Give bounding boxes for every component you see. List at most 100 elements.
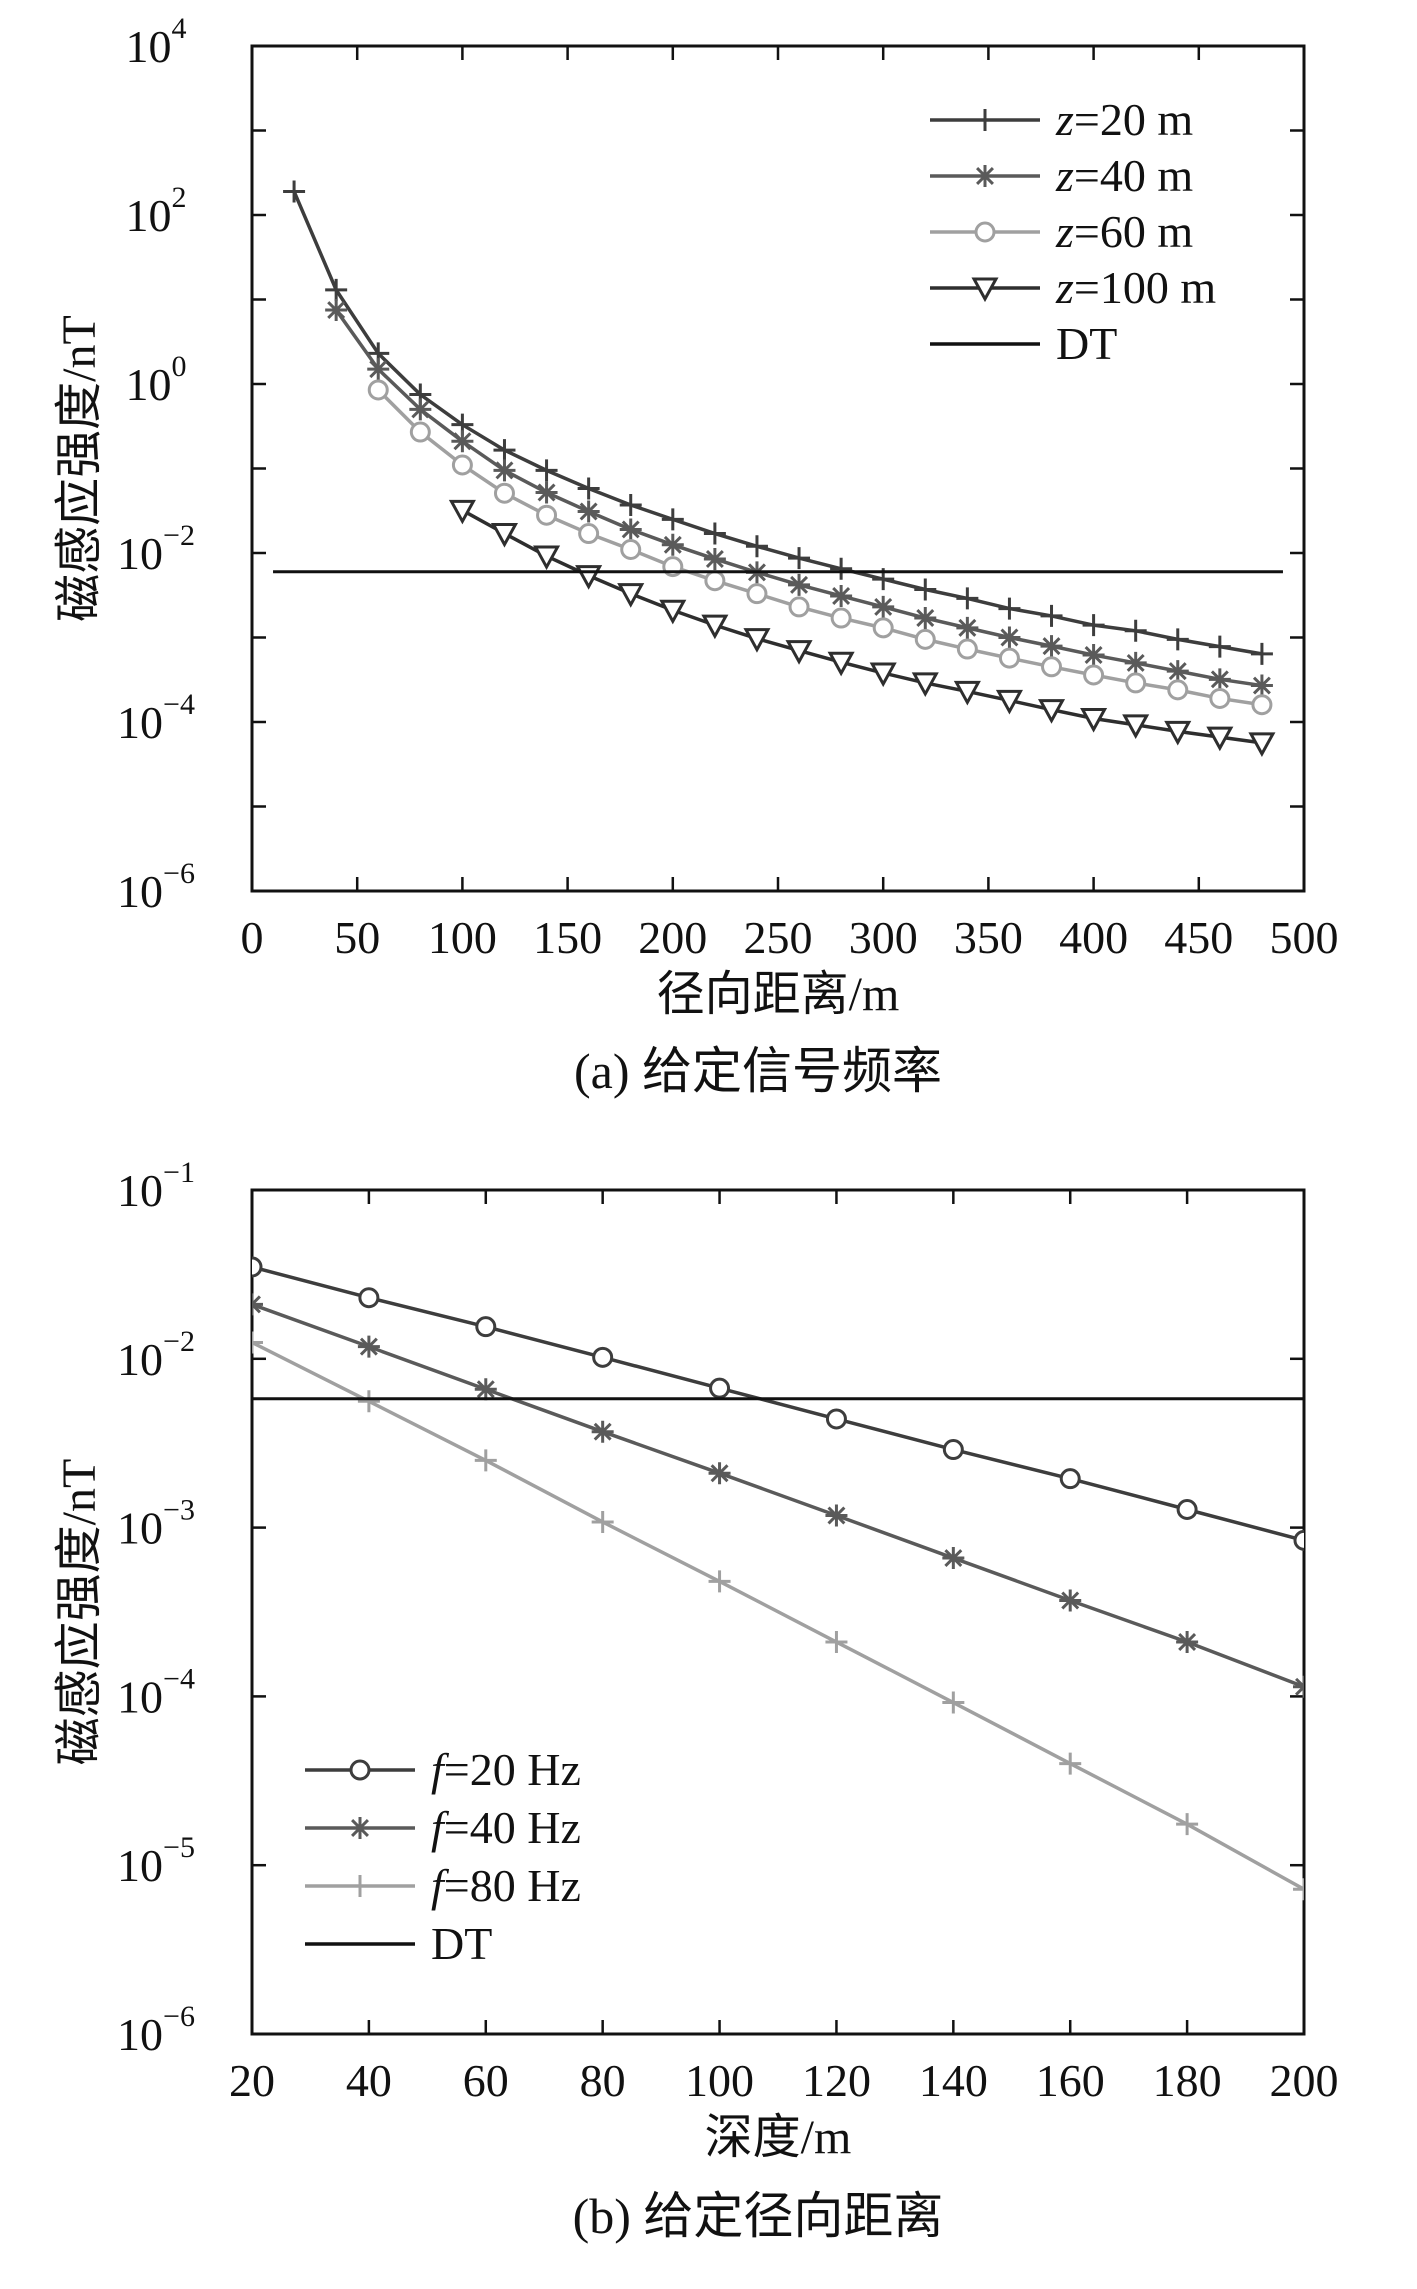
data-point: [536, 504, 558, 526]
data-point: [358, 1287, 380, 1309]
legend-entry: z=40 m: [930, 150, 1193, 201]
data-point: [1167, 679, 1189, 701]
x-tick-label: 100: [428, 912, 497, 963]
x-tick-label: 0: [241, 912, 264, 963]
plot-frame: [250, 1188, 1306, 2036]
y-tick-base: 10: [126, 359, 172, 410]
y-tick-base: 10: [117, 1165, 163, 1216]
data-point: [474, 1378, 497, 1401]
data-point: [995, 689, 1023, 715]
legend-value: =60 m: [1074, 206, 1193, 257]
data-point: [448, 499, 476, 525]
data-point: [474, 1449, 497, 1472]
y-tick-label: 10−4: [117, 1662, 195, 1722]
data-point: [830, 557, 853, 580]
legend-label: f=20 Hz: [431, 1744, 581, 1795]
y-tick-label: 10−6: [117, 857, 195, 917]
x-tick-label: 40: [346, 2055, 392, 2106]
data-point: [788, 547, 811, 570]
figure-caption: (a) 给定信号频率: [574, 1043, 942, 1099]
data-point: [535, 459, 558, 482]
data-point: [619, 518, 642, 541]
data-point: [367, 358, 390, 381]
data-point: [998, 647, 1020, 669]
y-tick-exponent: 0: [172, 350, 187, 383]
legend-entry: z=100 m: [930, 262, 1216, 313]
data-point: [325, 299, 348, 322]
data-point: [1176, 1813, 1199, 1836]
data-point: [942, 1439, 964, 1461]
data-point: [577, 477, 600, 500]
data-point: [1166, 628, 1189, 651]
data-point: [788, 596, 810, 618]
data-point: [592, 1346, 614, 1368]
data-point: [703, 547, 726, 570]
legend-label: f=40 Hz: [431, 1802, 581, 1853]
data-point: [1251, 694, 1273, 716]
data-point: [325, 278, 348, 301]
data-point: [953, 680, 981, 706]
data-point: [1248, 732, 1276, 757]
x-tick-label: 180: [1153, 2055, 1222, 2106]
y-tick-base: 10: [117, 697, 163, 748]
series-line: [252, 1302, 1304, 1689]
data-point: [788, 573, 811, 596]
data-point: [409, 398, 432, 421]
y-tick-label: 104: [126, 12, 187, 72]
legend-label: DT: [431, 1918, 492, 1969]
data-point: [661, 508, 684, 531]
data-point: [617, 583, 645, 608]
data-point: [745, 535, 768, 558]
data-point: [659, 599, 687, 625]
y-tick-exponent: −4: [163, 688, 195, 721]
data-point: [785, 640, 813, 665]
data-point: [998, 626, 1021, 649]
y-tick-label: 102: [126, 181, 187, 241]
data-point: [830, 584, 853, 607]
data-point: [830, 607, 852, 629]
y-tick-label: 10−6: [117, 2000, 195, 2060]
data-point: [998, 597, 1021, 620]
y-tick-base: 10: [117, 1334, 163, 1385]
y-tick-base: 10: [126, 21, 172, 72]
y-tick-exponent: −3: [163, 1494, 195, 1527]
data-point: [367, 379, 389, 401]
series-z-20-m: [283, 180, 1273, 665]
series-f-80-Hz: [252, 1331, 1304, 1901]
data-point: [825, 1631, 848, 1654]
legend-value: =40 m: [1074, 150, 1193, 201]
data-point: [283, 180, 306, 203]
legend-entry: f=40 Hz: [305, 1802, 581, 1853]
data-point: [591, 1420, 614, 1443]
data-point: [620, 539, 642, 561]
x-tick-label: 200: [638, 912, 707, 963]
data-point: [1124, 651, 1147, 674]
data-point: [493, 459, 516, 482]
data-point: [535, 481, 558, 504]
legend-entry: z=60 m: [930, 206, 1193, 257]
x-axis-label: 径向距离/m: [657, 968, 900, 1021]
x-tick-label: 150: [533, 912, 602, 963]
y-tick-base: 10: [117, 866, 163, 917]
series-line: [377, 388, 1263, 707]
legend-var: z: [1055, 94, 1074, 145]
data-point: [1059, 1752, 1082, 1775]
data-point: [1124, 619, 1147, 642]
legend-label: z=40 m: [1055, 150, 1193, 201]
y-tick-label: 10−5: [117, 1831, 195, 1891]
data-point: [1206, 726, 1234, 752]
legend-label: z=100 m: [1055, 262, 1216, 313]
series-line: [461, 508, 1263, 745]
legend-value: =100 m: [1074, 262, 1216, 313]
x-tick-label: 20: [229, 2055, 275, 2106]
data-point: [1125, 672, 1147, 694]
data-point: [1059, 1468, 1081, 1490]
data-point: [1164, 720, 1192, 746]
legend-marker: [971, 277, 999, 303]
data-point: [746, 583, 768, 605]
data-point: [701, 614, 729, 640]
y-tick-base: 10: [117, 2009, 163, 2060]
x-tick-label: 300: [849, 912, 918, 963]
legend-entry: DT: [930, 318, 1117, 369]
